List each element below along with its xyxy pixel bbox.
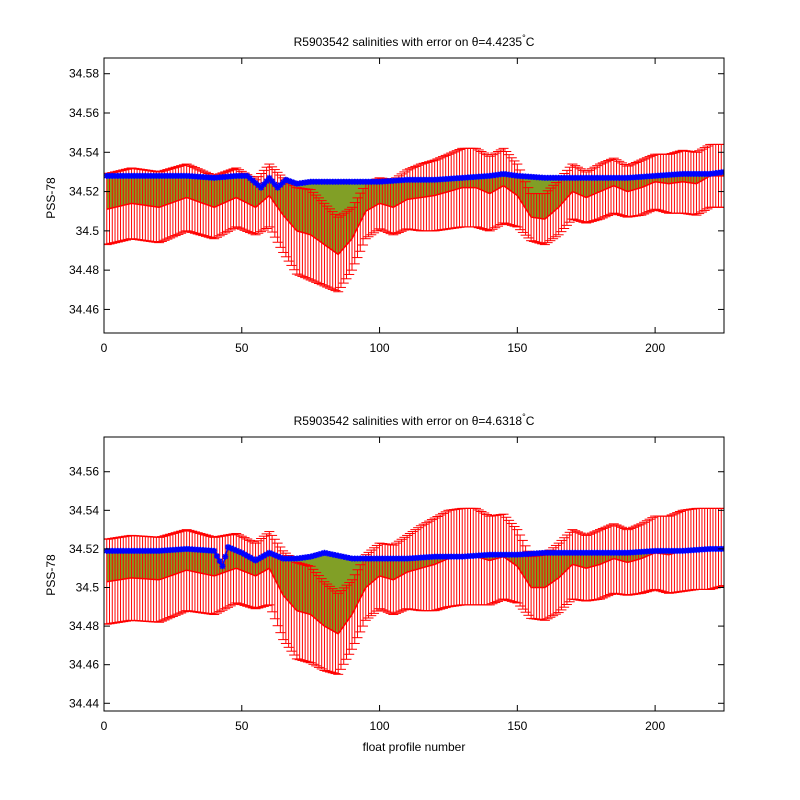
chart-bottom-xlabel: float profile number: [363, 740, 466, 754]
chart-top: R5903542 salinities with error on θ=4.42…: [44, 33, 725, 355]
chart-top-y-tick-label: 34.52: [69, 185, 99, 199]
chart-bottom-y-tick-label: 34.44: [69, 696, 99, 710]
chart-top-x-tick-label: 150: [507, 341, 527, 355]
chart-bottom-axes-frame: [103, 436, 725, 712]
chart-bottom-marks: [104, 507, 724, 675]
chart-bottom-y-tick-label: 34.54: [69, 503, 99, 517]
chart-top-axes-frame: [103, 57, 725, 334]
chart-top-mapped-salinity-line: [106, 175, 724, 256]
chart-bottom-title-degree: °: [522, 412, 526, 422]
chart-bottom: R5903542 salinities with error on θ=4.63…: [44, 412, 725, 754]
chart-top-error-bar: [719, 143, 724, 208]
chart-top-y-tick-label: 34.54: [69, 145, 99, 159]
chart-bottom-y-tick-label: 34.5: [76, 581, 100, 595]
chart-top-float-salinity-point: [721, 168, 724, 175]
chart-bottom-y-tick-label: 34.48: [69, 619, 99, 633]
chart-bottom-x-tick-label: 200: [645, 719, 665, 733]
chart-top-x-tick-label: 50: [235, 341, 249, 355]
chart-top-y-tick-label: 34.48: [69, 263, 99, 277]
chart-bottom-error-bar: [719, 507, 724, 587]
chart-bottom-title: R5903542 salinities with error on θ=4.63…: [294, 412, 535, 428]
chart-bottom-mapped-salinity-line: [106, 546, 724, 635]
chart-bottom-x-tick-label: 100: [370, 719, 390, 733]
chart-top-y-tick-label: 34.58: [69, 67, 99, 81]
chart-top-float-salinity-point: [258, 184, 265, 191]
chart-bottom-float-salinity-point: [213, 552, 220, 559]
chart-top-title-unit: C: [526, 35, 535, 49]
chart-top-plot-area: 0 50 100 150 200 34.46 34.48 34.5 34.52 34.54 34.5…: [69, 57, 725, 355]
chart-bottom-y-tick-label: 34.52: [69, 542, 99, 556]
chart-top-x-tick-label: 0: [101, 341, 108, 355]
chart-top-title-main: R5903542 salinities with error on θ=4.42…: [294, 35, 523, 49]
chart-bottom-y-tick-label: 34.46: [69, 658, 99, 672]
chart-top-x-tick-label: 100: [370, 341, 390, 355]
chart-bottom-x-tick-label: 0: [101, 719, 108, 733]
chart-top-y-tick-label: 34.5: [76, 224, 100, 238]
chart-bottom-float-salinity-point: [219, 563, 226, 570]
chart-top-ylabel: PSS-78: [44, 177, 58, 219]
chart-bottom-x-tick-label: 150: [507, 719, 527, 733]
chart-bottom-title-unit: C: [526, 414, 535, 428]
chart-bottom-title-main: R5903542 salinities with error on θ=4.63…: [294, 414, 523, 428]
chart-top-marks: [104, 143, 724, 293]
chart-top-x-tick-label: 200: [645, 341, 665, 355]
chart-top-title: R5903542 salinities with error on θ=4.42…: [294, 33, 535, 49]
chart-bottom-ylabel: PSS-78: [44, 554, 58, 596]
chart-bottom-x-tick-label: 50: [235, 719, 249, 733]
chart-top-y-tick-label: 34.46: [69, 302, 99, 316]
chart-top-title-degree: °: [522, 33, 526, 43]
chart-bottom-float-salinity-point: [216, 558, 223, 565]
chart-bottom-float-salinity-point: [211, 547, 218, 554]
chart-bottom-y-tick-label: 34.56: [69, 465, 99, 479]
chart-bottom-plot-area: 0 50 100 150 200 34.44 34.46 34.48 34.5 34.52 34.5…: [69, 436, 725, 733]
chart-bottom-float-salinity-point: [222, 553, 229, 560]
chart-top-y-tick-label: 34.56: [69, 106, 99, 120]
chart-bottom-float-salinity-point: [227, 545, 234, 552]
